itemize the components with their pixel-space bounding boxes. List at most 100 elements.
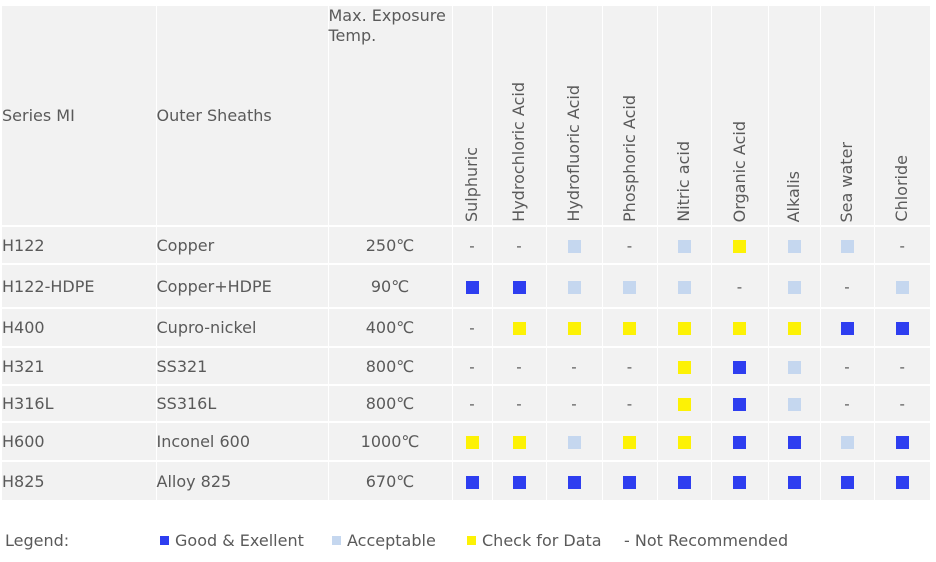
header-label: Sulphuric	[462, 147, 481, 222]
rating-cell	[820, 422, 875, 462]
check-rating-icon	[677, 360, 691, 374]
rating-cell	[768, 226, 821, 265]
rating-cell	[874, 308, 930, 348]
good-rating-icon	[895, 322, 909, 335]
not-recommended-mark: -	[899, 395, 905, 413]
check-rating-icon	[787, 322, 801, 335]
series-cell: H400	[2, 308, 157, 348]
rating-cell	[492, 461, 547, 502]
good-rating-icon	[895, 436, 909, 449]
rating-cell	[711, 347, 769, 386]
check-rating-icon	[465, 436, 479, 449]
good-rating-icon	[465, 280, 479, 294]
check-rating-icon	[623, 322, 636, 335]
not-recommended-mark: -	[571, 357, 577, 376]
rating-cell	[602, 264, 658, 309]
rating-cell	[768, 422, 821, 462]
legend-good: Good & Exellent	[160, 530, 304, 552]
rating-cell	[452, 264, 493, 309]
rating-cell: -	[820, 385, 875, 423]
not-recommended-mark: -	[899, 236, 905, 255]
header-sea-water: Sea water	[820, 6, 875, 227]
not-recommended-mark: -	[516, 395, 522, 413]
rating-cell: -	[492, 385, 547, 423]
acceptable-rating-icon	[895, 280, 909, 294]
not-recommended-mark: -	[626, 357, 633, 376]
legend: Legend: Good & Exellent Acceptable Check…	[5, 530, 905, 552]
series-cell: H122-HDPE	[2, 264, 157, 309]
rating-cell	[546, 308, 603, 348]
rating-cell	[657, 308, 712, 348]
sheath-cell: Copper	[156, 226, 329, 265]
rating-cell	[711, 422, 769, 462]
series-cell: H600	[2, 422, 157, 462]
header-label: Hydrofluoric Acid	[564, 85, 583, 222]
temp-cell: 800℃	[328, 385, 453, 423]
not-recommended-mark: -	[571, 395, 577, 413]
acceptable-rating-icon	[567, 280, 581, 294]
check-swatch-icon	[467, 536, 476, 545]
check-rating-icon	[733, 322, 746, 335]
header-label: Phosphoric Acid	[619, 95, 639, 222]
check-rating-icon	[677, 436, 691, 449]
check-rating-icon	[512, 322, 526, 335]
table-row: H321 SS321 800℃ - - - - - -	[2, 347, 930, 386]
check-rating-icon	[623, 436, 636, 449]
rating-cell	[768, 264, 821, 309]
rating-cell: -	[874, 347, 930, 386]
table-row: H316L SS316L 800℃ - - - - - -	[2, 385, 930, 423]
header-series: Series MI	[2, 6, 157, 227]
check-rating-icon	[512, 436, 526, 449]
rating-cell: -	[452, 308, 493, 348]
header-row: Series MI Outer Sheaths Max. Exposure Te…	[2, 6, 930, 227]
check-rating-icon	[677, 322, 691, 335]
rating-cell	[657, 264, 712, 309]
good-rating-icon	[677, 475, 691, 489]
check-rating-icon	[733, 239, 746, 253]
good-rating-icon	[733, 360, 746, 374]
rating-cell	[602, 461, 658, 502]
rating-cell	[657, 385, 712, 423]
header-nitric-acid: Nitric acid	[657, 6, 712, 227]
good-rating-icon	[787, 436, 801, 449]
rating-cell: -	[874, 226, 930, 265]
rating-cell	[546, 461, 603, 502]
acceptable-rating-icon	[840, 436, 854, 449]
acceptable-rating-icon	[787, 280, 801, 294]
not-recommended-mark: -	[469, 357, 475, 376]
acceptable-rating-icon	[787, 239, 801, 253]
rating-cell	[768, 308, 821, 348]
series-cell: H825	[2, 461, 157, 502]
rating-cell	[768, 347, 821, 386]
sheath-cell: SS316L	[156, 385, 329, 423]
acceptable-rating-icon	[623, 280, 636, 294]
rating-cell: -	[492, 347, 547, 386]
temp-cell: 250℃	[328, 226, 453, 265]
acceptable-rating-icon	[677, 280, 691, 294]
header-label: Nitric acid	[674, 141, 693, 222]
legend-check-text: Check for Data	[482, 531, 602, 550]
good-rating-icon	[623, 475, 636, 489]
good-rating-icon	[465, 475, 479, 489]
rating-cell	[711, 308, 769, 348]
header-label: Alkalis	[784, 170, 803, 222]
legend-check: Check for Data	[467, 530, 602, 552]
acceptable-rating-icon	[787, 360, 801, 374]
rating-cell	[602, 422, 658, 462]
series-cell: H321	[2, 347, 157, 386]
acceptable-rating-icon	[567, 239, 581, 253]
rating-cell	[657, 226, 712, 265]
legend-acceptable-text: Acceptable	[347, 531, 436, 550]
header-max-exposure-temp: Max. Exposure Temp.	[328, 6, 453, 227]
rating-cell	[546, 226, 603, 265]
acceptable-rating-icon	[787, 398, 801, 411]
not-recommended-mark: -	[469, 319, 475, 337]
rating-cell	[452, 422, 493, 462]
rating-cell: -	[874, 385, 930, 423]
rating-cell	[874, 264, 930, 309]
sheath-cell: Inconel 600	[156, 422, 329, 462]
header-organic-acid: Organic Acid	[711, 6, 769, 227]
header-hydrofluoric-acid: Hydrofluoric Acid	[546, 6, 603, 227]
rating-cell	[874, 461, 930, 502]
rating-cell	[492, 308, 547, 348]
